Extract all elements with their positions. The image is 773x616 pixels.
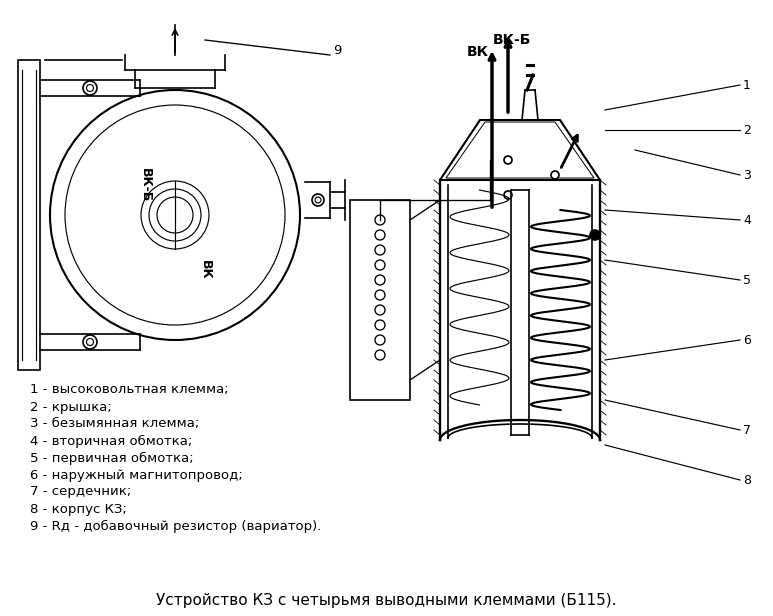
Text: 7 - сердечник;: 7 - сердечник; — [30, 485, 131, 498]
Text: 3: 3 — [743, 169, 751, 182]
Text: 3 - безымянная клемма;: 3 - безымянная клемма; — [30, 418, 199, 431]
Text: 7: 7 — [743, 424, 751, 437]
Bar — [350, 200, 410, 400]
Text: Устройство КЗ с четырьмя выводными клеммами (Б115).: Устройство КЗ с четырьмя выводными клемм… — [155, 593, 616, 607]
Circle shape — [590, 230, 600, 240]
Text: 4: 4 — [743, 214, 751, 227]
Text: 4 - вторичная обмотка;: 4 - вторичная обмотка; — [30, 434, 192, 448]
Text: 1 - высоковольтная клемма;: 1 - высоковольтная клемма; — [30, 384, 229, 397]
Text: 8: 8 — [743, 474, 751, 487]
Text: ВК: ВК — [199, 260, 212, 280]
Circle shape — [504, 191, 512, 199]
Text: ВК: ВК — [467, 45, 489, 59]
Text: 9 - Rд - добавочный резистор (вариатор).: 9 - Rд - добавочный резистор (вариатор). — [30, 519, 322, 533]
Circle shape — [551, 171, 559, 179]
Text: 5 - первичная обмотка;: 5 - первичная обмотка; — [30, 452, 193, 464]
Text: 6: 6 — [743, 333, 751, 346]
Text: 9: 9 — [333, 44, 342, 57]
Text: 2 - крышка;: 2 - крышка; — [30, 400, 112, 413]
Text: 6 - наружный магнитопровод;: 6 - наружный магнитопровод; — [30, 469, 243, 482]
Text: ВК-Б: ВК-Б — [138, 168, 152, 202]
Text: 2: 2 — [743, 123, 751, 137]
Text: ВК-Б: ВК-Б — [493, 33, 531, 47]
Text: 8 - корпус КЗ;: 8 - корпус КЗ; — [30, 503, 127, 516]
Circle shape — [504, 156, 512, 164]
Text: 1: 1 — [743, 78, 751, 92]
Text: 5: 5 — [743, 274, 751, 286]
